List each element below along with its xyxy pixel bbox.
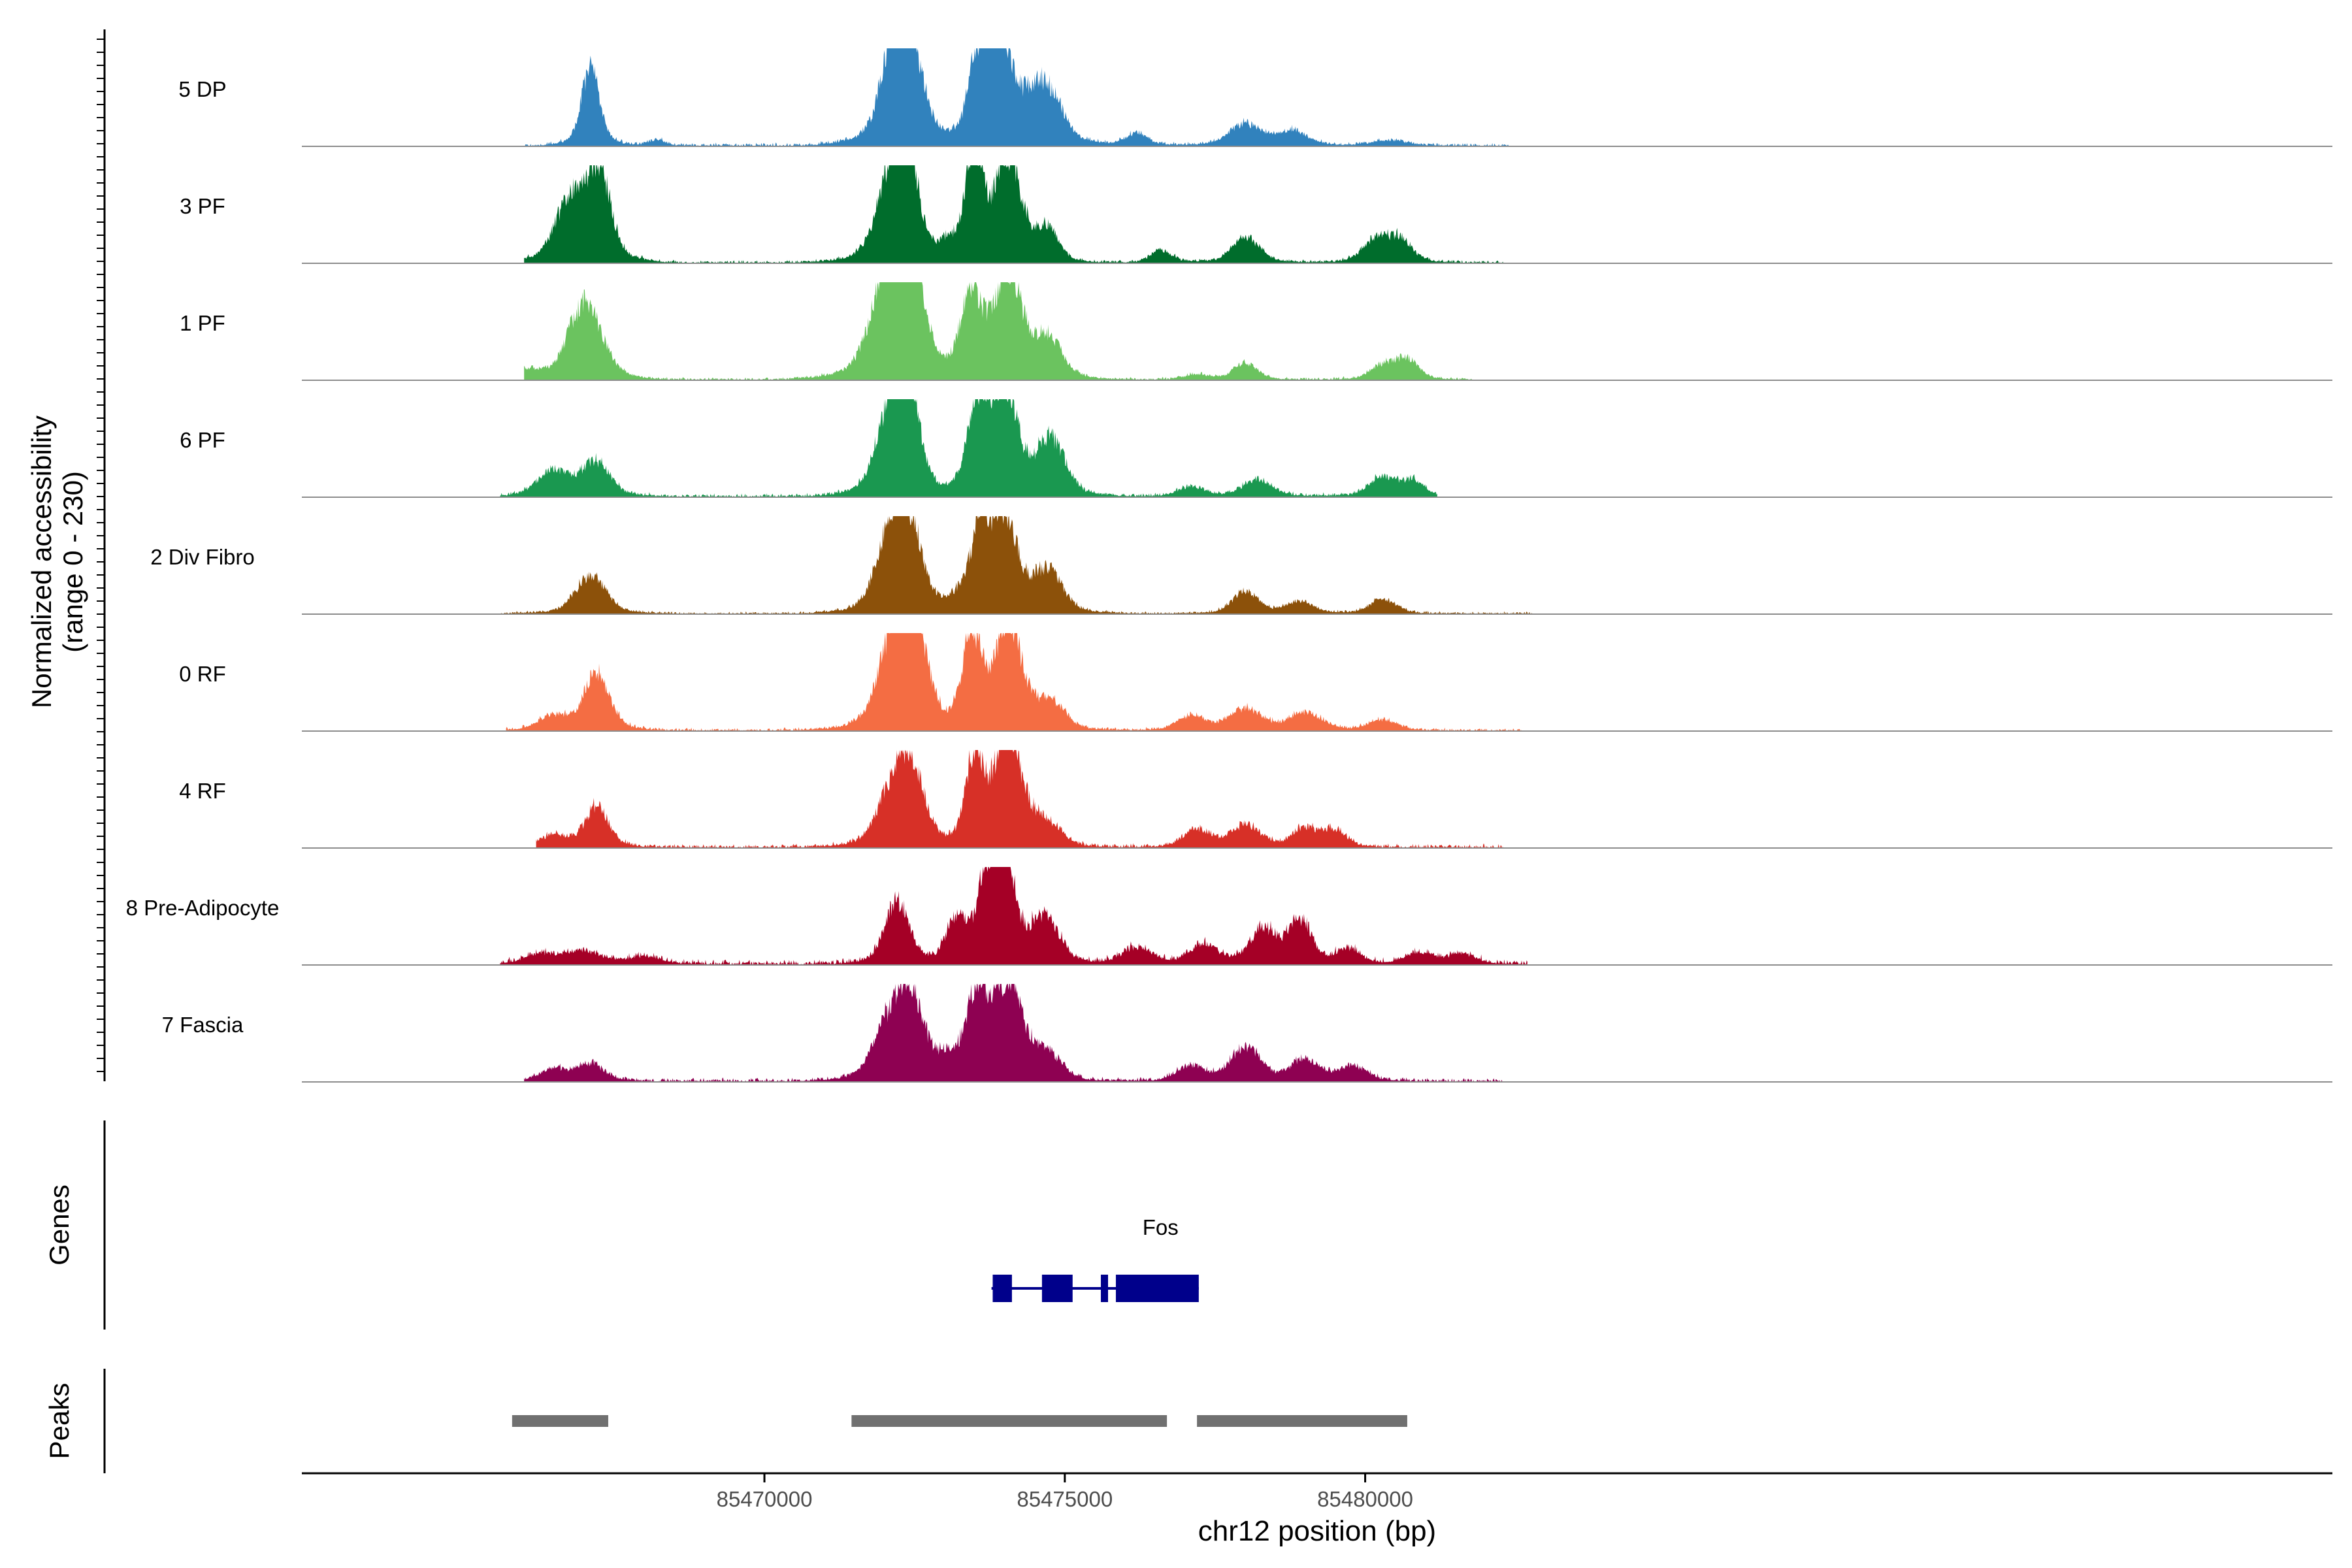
y-axis-title: Normalized accessibility (range 0 - 230): [26, 416, 88, 708]
gene-exon: [1041, 1275, 1073, 1302]
coverage-y-ticks: [97, 39, 105, 1072]
peak-region-bar: [851, 1415, 1168, 1427]
track-label: 8 Pre-Adipocyte: [126, 896, 280, 920]
peaks-panel-label: Peaks: [44, 1383, 74, 1460]
x-axis-ticks: 85470000 85475000 85480000: [717, 1473, 1413, 1511]
coverage-area: [506, 633, 1522, 731]
track-label: 1 PF: [180, 311, 225, 335]
gene-exon: [1115, 1275, 1199, 1302]
track-label: 6 PF: [180, 428, 225, 452]
coverage-area: [524, 165, 1503, 263]
peak-region-bar: [512, 1415, 608, 1427]
track-label: 7 Fascia: [162, 1013, 244, 1037]
gene-track: Fos: [991, 1215, 1199, 1302]
coverage-area: [524, 48, 1509, 146]
peak-regions: [512, 1415, 1407, 1427]
coverage-area: [500, 867, 1527, 965]
x-axis-title: chr12 position (bp): [1198, 1515, 1436, 1547]
track-label: 0 RF: [179, 662, 226, 686]
gene-name-label: Fos: [1143, 1215, 1179, 1239]
coverage-area: [524, 282, 1473, 380]
gene-exon: [992, 1275, 1012, 1302]
track-label: 3 PF: [180, 194, 225, 218]
y-axis-title-line2: (range 0 - 230): [57, 471, 88, 653]
x-axis-tick-label: 85470000: [717, 1487, 813, 1511]
coverage-area: [500, 399, 1437, 497]
coverage-area: [524, 984, 1503, 1082]
y-axis-title-line1: Normalized accessibility: [26, 416, 57, 708]
x-axis-tick-label: 85475000: [1017, 1487, 1113, 1511]
genes-panel-label: Genes: [44, 1184, 74, 1266]
track-label: 2 Div Fibro: [150, 545, 255, 569]
track-label: 4 RF: [179, 779, 226, 803]
peak-region-bar: [1197, 1415, 1407, 1427]
x-axis-tick-label: 85480000: [1317, 1487, 1413, 1511]
coverage-area: [500, 516, 1533, 614]
gene-exon: [1100, 1275, 1109, 1302]
coverage-tracks: 5 DP 3 PF 1 PF 6 PF 2 Div Fibro 0 RF 4 RF 8 Pre…: [126, 48, 2332, 1083]
coverage-area: [536, 750, 1503, 848]
track-label: 5 DP: [178, 77, 226, 101]
